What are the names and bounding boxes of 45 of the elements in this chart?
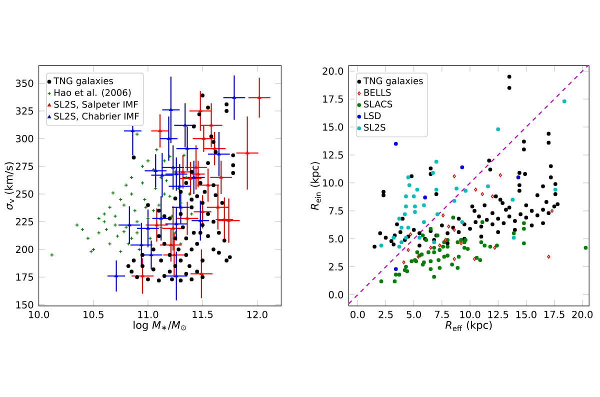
y-axis-title: R$_{ein}$ (kpc) (310, 162, 321, 210)
y-tick-label: 20.0 (322, 67, 344, 75)
y-axis-title: σ$_{v}$ (km/s) (4, 162, 14, 210)
y-tick-label: 175 (16, 273, 34, 281)
y-tick-label: 350 (16, 79, 34, 87)
x-tick-label: 10.0 (460, 310, 480, 318)
legend-label: SLACS (364, 100, 392, 108)
x-tick-label: 12.0 (247, 310, 268, 318)
y-tick-label: 2.5 (328, 262, 343, 270)
legend-label: SL2S, Chabrier IMF (54, 112, 139, 120)
x-tick-label: 0.0 (350, 310, 365, 318)
legend-label: SL2S (364, 124, 386, 131)
x-tick-label: 11.0 (138, 310, 158, 318)
y-tick-label: 12.5 (323, 151, 343, 159)
y-tick-label: 0.0 (328, 290, 344, 298)
legend-label: Hao et al. (2006) (54, 88, 131, 97)
x-tick-label: 20.0 (572, 310, 593, 318)
y-tick-label: 7.5 (329, 207, 343, 214)
x-tick-label: 5.0 (406, 310, 421, 318)
y-tick-label: 150 (16, 300, 34, 308)
legend-label: TNG galaxies (363, 77, 423, 86)
y-tick-label: 10.0 (323, 179, 344, 186)
x-tick-label: 17.5 (544, 310, 564, 318)
legend-label: SL2S, Salpeter IMF (54, 100, 138, 110)
y-tick-label: 250 (16, 190, 34, 198)
y-tick-label: 5.0 (328, 235, 344, 242)
x-tick-label: 10.5 (84, 310, 104, 318)
y-tick-label: 200 (16, 246, 34, 253)
x-tick-label: 11.5 (192, 310, 213, 318)
x-axis-title: log M$_{∗}$/M$_{⊙}$ (134, 320, 186, 331)
y-tick-label: 275 (16, 162, 34, 170)
x-axis-title: R$_{eff}$ (kpc) (445, 320, 492, 331)
legend-label: BELLS (364, 88, 391, 96)
x-tick-label: 10.0 (29, 310, 50, 318)
y-tick-label: 225 (16, 218, 34, 226)
y-tick-label: 15.0 (323, 123, 344, 131)
x-tick-label: 2.5 (378, 310, 393, 318)
y-tick-label: 17.5 (323, 95, 343, 103)
x-tick-label: 15.0 (516, 310, 536, 318)
y-tick-label: 300 (16, 134, 34, 142)
legend-label: LSD (364, 112, 381, 119)
x-tick-label: 12.5 (488, 310, 508, 318)
legend-label: TNG galaxies (54, 77, 114, 86)
y-tick-label: 325 (16, 107, 34, 115)
x-tick-label: 7.5 (434, 310, 449, 318)
